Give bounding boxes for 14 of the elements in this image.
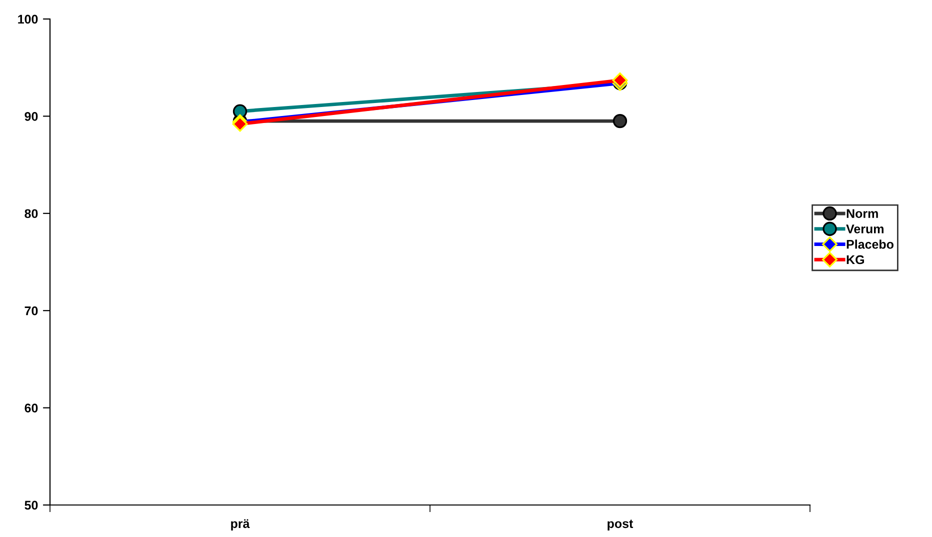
y-tick-label: 100 — [18, 14, 38, 24]
x-tick-label: prä — [231, 519, 250, 531]
x-tick-label: post — [608, 520, 634, 531]
legend-label: Norm — [846, 209, 878, 218]
y-tick-label: 80 — [24, 209, 38, 218]
legend-label: Verum — [846, 224, 884, 234]
y-tick-label: 50 — [24, 500, 38, 510]
legend-label: KG — [846, 255, 864, 264]
y-tick-label: 70 — [24, 306, 38, 316]
point — [612, 114, 628, 128]
y-tick-label: 90 — [24, 112, 38, 121]
point — [612, 72, 628, 88]
legend-label: Placebo — [846, 240, 894, 249]
y-tick-label: 60 — [24, 404, 38, 412]
